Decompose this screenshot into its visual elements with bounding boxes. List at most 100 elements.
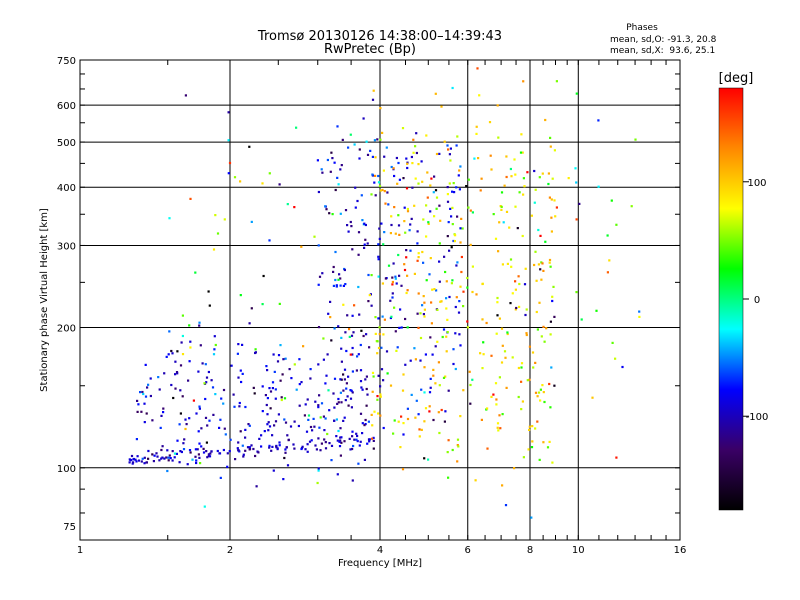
data-point (438, 204, 441, 207)
data-point (268, 239, 271, 242)
data-point (400, 284, 403, 287)
data-point (262, 274, 265, 278)
data-point (326, 353, 329, 356)
data-point (405, 256, 408, 259)
data-point (145, 412, 148, 415)
data-point (280, 398, 283, 402)
data-point (163, 372, 166, 375)
data-point (459, 344, 462, 347)
data-point (442, 328, 446, 331)
data-point (300, 447, 303, 451)
data-point (520, 380, 523, 383)
data-point (371, 371, 375, 374)
data-point (147, 457, 150, 460)
data-point (518, 191, 521, 194)
data-point (359, 380, 363, 383)
data-point (333, 327, 336, 330)
data-point (429, 257, 432, 260)
data-point (541, 262, 544, 265)
data-point (205, 450, 208, 453)
data-point (141, 457, 144, 460)
data-point (365, 140, 368, 143)
data-point (287, 439, 290, 442)
data-point (324, 447, 328, 450)
data-point (418, 435, 421, 438)
data-point (267, 429, 270, 432)
data-point (214, 343, 217, 347)
data-point (530, 516, 533, 519)
data-point (397, 224, 401, 227)
data-point (343, 268, 346, 272)
data-point (630, 205, 633, 208)
data-point (201, 362, 204, 365)
data-point (379, 395, 382, 398)
data-point (391, 292, 394, 295)
data-point (382, 426, 385, 430)
data-point (430, 322, 433, 325)
data-point (351, 430, 354, 433)
stats-line-x: mean, sd,X: 93.6, 25.1 (610, 46, 715, 56)
axis-ticks: 1 2 4 6 8 10 16 75 100 200 300 400 500 600 750 (57, 56, 686, 556)
data-point (160, 448, 163, 452)
data-point (444, 270, 447, 274)
data-point (277, 354, 281, 357)
colorbar-tick-label: -100 (746, 412, 769, 423)
data-point (337, 429, 340, 433)
data-point (459, 165, 462, 168)
data-point (401, 389, 405, 392)
data-point (376, 395, 379, 398)
data-point (357, 462, 360, 465)
data-point (413, 204, 416, 207)
data-point (172, 396, 175, 400)
data-point (459, 227, 462, 230)
data-point (389, 384, 393, 387)
data-point (537, 391, 541, 394)
data-point (435, 289, 438, 292)
data-point (257, 451, 260, 454)
data-point (314, 400, 317, 403)
data-point (492, 393, 495, 396)
data-point (606, 271, 609, 274)
data-point (433, 288, 436, 291)
x-tick-label: 16 (674, 545, 687, 556)
data-point (425, 204, 428, 207)
data-point (358, 148, 361, 151)
data-point (505, 155, 508, 158)
data-point (311, 429, 314, 432)
data-point (298, 404, 301, 407)
data-point (145, 461, 148, 464)
data-point (403, 206, 406, 209)
data-point (544, 240, 547, 243)
data-point (506, 331, 509, 334)
data-point (293, 447, 296, 450)
x-tick-label: 6 (465, 545, 471, 556)
data-point (391, 296, 394, 299)
data-point (324, 205, 327, 208)
data-point (382, 379, 385, 382)
data-point (423, 420, 426, 423)
data-point (336, 125, 339, 128)
data-point (317, 437, 320, 440)
data-point (446, 235, 449, 238)
data-point (389, 316, 392, 320)
data-point (458, 188, 461, 191)
data-point (454, 367, 457, 371)
data-point (349, 133, 352, 136)
data-point (240, 380, 243, 384)
data-point (395, 349, 398, 352)
data-point (338, 440, 341, 443)
data-point (391, 283, 394, 286)
data-point (352, 331, 355, 334)
data-point (399, 308, 402, 311)
colorbar-tick-label: 0 (754, 295, 760, 306)
data-point (430, 301, 433, 304)
data-point (238, 401, 241, 405)
data-point (500, 191, 504, 194)
data-point (358, 157, 361, 160)
data-point (174, 373, 177, 376)
data-point (383, 231, 386, 234)
data-point (358, 313, 361, 316)
data-point (416, 259, 419, 262)
data-point (509, 167, 512, 171)
data-point (515, 306, 518, 310)
